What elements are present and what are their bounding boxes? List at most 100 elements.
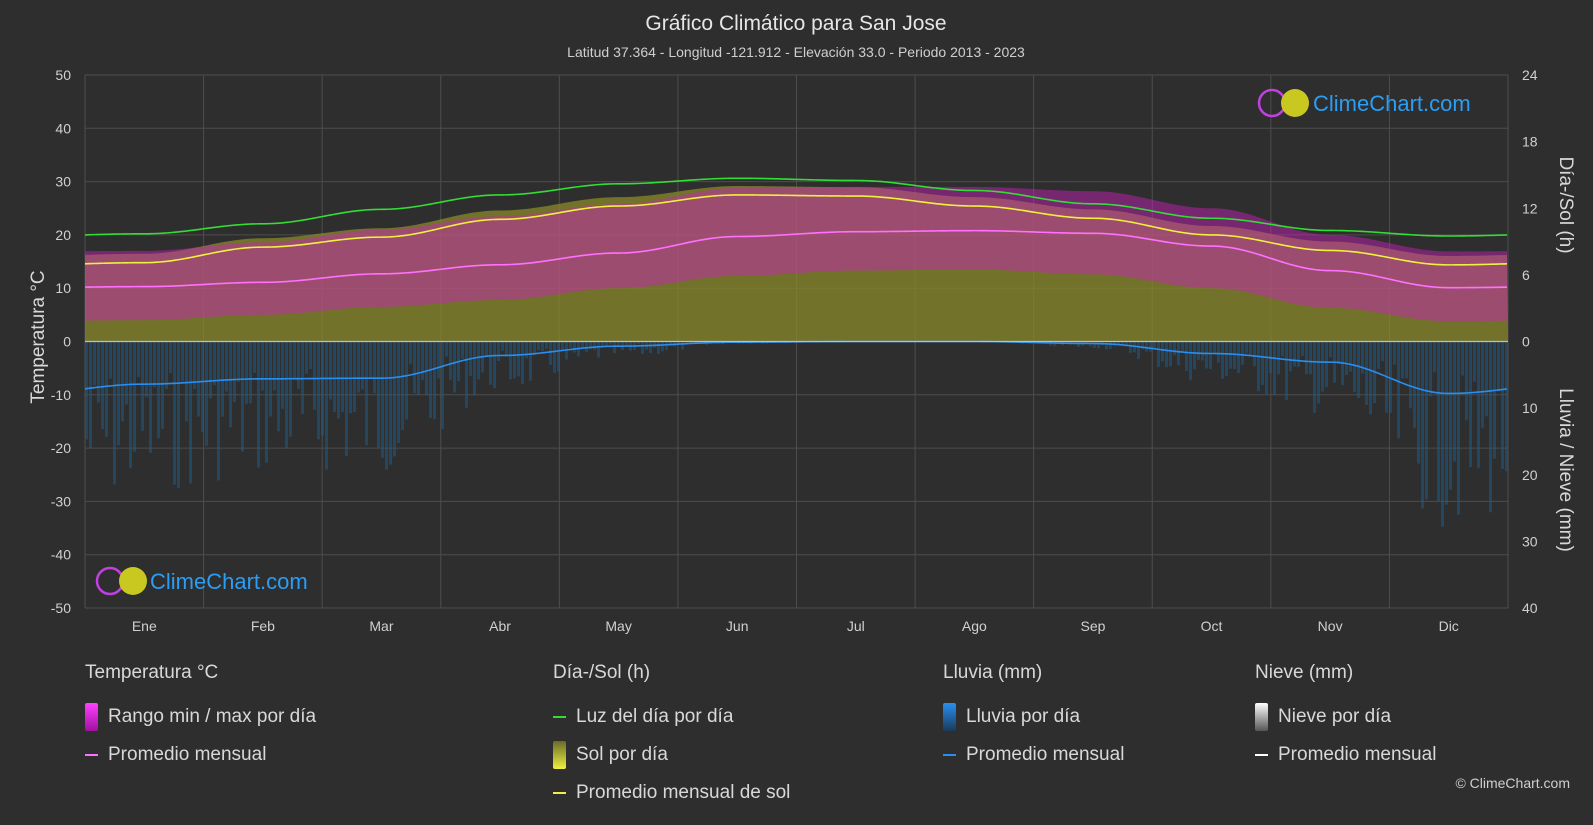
x-tick-label: Ene (132, 618, 157, 634)
rain-daily-bar (365, 341, 368, 446)
rain-daily-bar (1461, 341, 1464, 376)
rain-daily-bar (89, 341, 92, 449)
x-tick-label: Nov (1318, 618, 1343, 634)
rain-daily-bar (281, 341, 284, 409)
rain-daily-bar (1405, 341, 1408, 379)
legend-title: Temperatura °C (85, 662, 219, 683)
rain-daily-bar (461, 341, 464, 359)
rain-daily-bar (217, 341, 220, 481)
rain-daily-bar (677, 341, 680, 344)
rain-daily-bar (569, 341, 572, 348)
rain-daily-bar (1225, 341, 1228, 377)
rain-daily-bar (661, 341, 664, 352)
rain-daily-bar (1169, 341, 1172, 367)
rain-daily-bar (333, 341, 336, 413)
y-right-top-tick-label: 24 (1522, 67, 1538, 83)
rain-daily-bar (297, 341, 300, 389)
rain-daily-bar (669, 341, 672, 346)
legend-snow: Nieve (mm) Nieve por día Promedio mensua… (1255, 662, 1436, 774)
rain-daily-bar (561, 341, 564, 351)
legend-daylight: Día-/Sol (h) Luz del día por día Sol por… (553, 662, 790, 812)
rain-daily-bar (1413, 341, 1416, 428)
rain-daily-bar (485, 341, 488, 357)
rain-daily-bar (477, 341, 480, 380)
rain-daily-bar (101, 341, 104, 430)
axes: 50 40 30 20 10 0 -10 -20 -30 -40 -50 24 18 12 6 0 10 20 30… (51, 67, 1538, 634)
rain-daily-bar (1329, 341, 1332, 358)
rain-daily-bar (353, 341, 356, 412)
rain-daily-bar (1125, 341, 1128, 346)
y-left-tick-label: -20 (51, 440, 71, 456)
rain-daily-bar (1401, 341, 1404, 379)
rain-daily-bar (1369, 341, 1372, 415)
rain-daily-bar (109, 341, 112, 379)
rain-daily-bar (1457, 341, 1460, 515)
rain-daily-bar (133, 341, 136, 452)
rain-daily-bar (441, 341, 444, 430)
snow-swatch (1255, 703, 1268, 731)
rain-daily-bar (165, 341, 168, 390)
y-right-top-tick-label: 0 (1522, 334, 1530, 350)
sunshine-avg-line (84, 194, 1508, 266)
rain-daily-bar (573, 341, 576, 353)
rain-daily-bar (161, 341, 164, 429)
rain-daily-bar (1249, 341, 1252, 356)
rain-daily-bar (329, 341, 332, 400)
rain-daily-bar (1493, 341, 1496, 459)
rain-daily-bar (497, 341, 500, 362)
rain-daily-bar (1293, 341, 1296, 367)
rain-daily-bar (221, 341, 224, 417)
rain-daily-bar (425, 341, 428, 395)
rain-daily-bar (1105, 341, 1108, 350)
rain-daily-bar (1453, 341, 1456, 462)
rain-daily-bar (397, 341, 400, 443)
y-left-tick-label: 20 (55, 227, 71, 243)
rain-daily-bar (449, 341, 452, 380)
rain-daily-bar (613, 341, 616, 354)
rain-daily-bar (1161, 341, 1164, 362)
rain-daily-bar (189, 341, 192, 484)
rain-daily-bar (1321, 341, 1324, 392)
rain-daily-bar (1433, 341, 1436, 373)
rain-daily-bar (1177, 341, 1180, 366)
y-left-tick-label: -40 (51, 547, 71, 563)
rain-daily-bar (1305, 341, 1308, 375)
rain-daily-bar (1437, 341, 1440, 502)
rain-daily-bar (1205, 341, 1208, 369)
rain-daily-bar (193, 341, 196, 390)
rain-daily-bar (1313, 341, 1316, 413)
rain-daily-bar (1221, 341, 1224, 379)
logo-bottom-left: ClimeChart.com (95, 566, 308, 596)
sunshine-area-fill (85, 186, 1508, 342)
y-right-bottom-axis-label: Lluvia / Nieve (mm) (1555, 388, 1576, 552)
rain-daily-bar (1397, 341, 1400, 439)
rain-daily-bar (381, 341, 384, 458)
rain-daily-bar (421, 341, 424, 381)
rain-daily-bar (361, 341, 364, 390)
rain-daily-bar (233, 341, 236, 403)
rain-daily-bar (417, 341, 420, 395)
x-tick-label: Sep (1080, 618, 1105, 634)
logo-sun-icon (1281, 89, 1309, 117)
rain-daily-bar (553, 341, 556, 373)
rain-daily-bar (301, 341, 304, 414)
temperature-range-area (85, 186, 1508, 322)
rain-daily-bar (285, 341, 288, 449)
chart-subtitle: Latitud 37.364 - Longitud -121.912 - Ele… (567, 44, 1025, 60)
y-right-top-axis-label: Día-/Sol (h) (1555, 156, 1576, 253)
rain-daily-bar (1337, 341, 1340, 364)
rain-daily-bar (377, 341, 380, 448)
x-tick-label: May (605, 618, 631, 634)
x-tick-label: Feb (251, 618, 275, 634)
rain-daily-bar (1281, 341, 1284, 357)
rain-daily-bar (393, 341, 396, 457)
rain-daily-bar (637, 341, 640, 345)
rain-daily-bar (1229, 341, 1232, 369)
rain-daily-bar (1393, 341, 1396, 365)
y-left-tick-label: 40 (55, 120, 71, 136)
rain-daily-bar (589, 341, 592, 350)
rain-daily-bar (1469, 341, 1472, 468)
rain-daily-bar (117, 341, 120, 446)
legend-title: Nieve (mm) (1255, 662, 1354, 683)
rain-daily-bar (453, 341, 456, 393)
